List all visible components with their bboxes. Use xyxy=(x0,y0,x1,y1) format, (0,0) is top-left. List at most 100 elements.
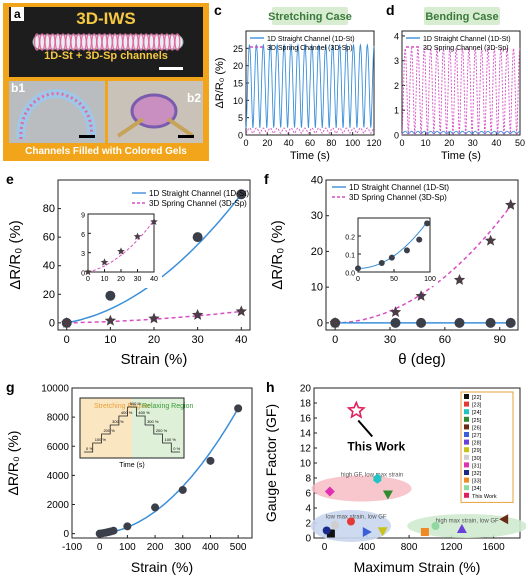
inset-step-label: 100 % xyxy=(165,437,177,442)
inset-frame xyxy=(79,397,185,459)
x-axis-label: Time (s) xyxy=(290,150,330,162)
chart-title: Stretching Case xyxy=(268,11,352,23)
y-tick-label: 6000 xyxy=(47,442,70,453)
device-drawing xyxy=(32,33,184,70)
legend-entry: 1D Straight Channel (1D-St) xyxy=(349,183,449,192)
y-tick-label: 3 xyxy=(81,251,85,258)
y-tick-label: 10000 xyxy=(41,384,69,395)
inset-point xyxy=(424,220,431,227)
chart-stretching: 0 20 40 60 80 100 120 0 5 10 15 20 25 Time (s) ΔR/R₀ (… xyxy=(214,3,382,162)
panel-label: f xyxy=(264,171,269,187)
data-point xyxy=(505,317,516,328)
inset-bg xyxy=(336,214,438,286)
x-tick-label: 60 xyxy=(439,334,451,346)
y-tick-label: 18 xyxy=(300,399,312,410)
data-point xyxy=(499,514,509,525)
x-axis-label: Maximum Strain (%) xyxy=(354,559,481,575)
x-tick-label: 0 xyxy=(243,138,248,148)
y-axis-label: ΔR/R₀ (%) xyxy=(269,220,286,290)
legend-swatch xyxy=(464,485,469,491)
y-tick-label: 6 xyxy=(81,232,85,239)
data-point xyxy=(390,317,401,328)
panel-label: h xyxy=(266,379,275,395)
chart-gauge-factor: h 0 400 800 1200 1600 0 2 4 6 8 10 12 14 16 18 20 Maximum… xyxy=(263,379,526,575)
y-tick-label: 5 xyxy=(238,113,243,123)
data-point xyxy=(382,490,393,500)
legend-swatch xyxy=(464,432,469,437)
inset-point xyxy=(378,260,385,266)
region-high-gf xyxy=(311,475,412,502)
data-point xyxy=(235,305,247,317)
x-tick-label: 100 xyxy=(119,542,136,553)
x-tick-label: 50 xyxy=(390,276,398,283)
y-tick-label: 25 xyxy=(233,44,243,54)
data-point xyxy=(148,312,160,324)
data-point xyxy=(453,274,466,285)
inset-step-line xyxy=(84,406,180,453)
y-tick-label: 2 xyxy=(394,81,399,91)
inset-curve xyxy=(87,220,155,273)
x-tick-label: 0 xyxy=(356,276,360,283)
scale-bar-b2 xyxy=(178,135,194,138)
legend-entry: [26] xyxy=(472,425,482,431)
spring-coil xyxy=(34,33,181,51)
legend-swatch xyxy=(464,470,469,475)
inset-step-label: 500 % xyxy=(130,401,142,406)
title-box xyxy=(272,7,348,25)
legend-entry: 3D Spring Channel (3D-Sp) xyxy=(267,45,353,52)
y-tick-label: 20 xyxy=(43,289,55,301)
data-point xyxy=(454,317,465,328)
x-tick-label: 30 xyxy=(384,334,396,346)
y-axis-label: ΔR/R₀ (%) xyxy=(5,431,21,496)
data-point xyxy=(61,316,73,328)
inset-x-label: Time (s) xyxy=(119,462,144,469)
data-point xyxy=(105,290,116,301)
legend-entry: [24] xyxy=(472,410,482,416)
inset-point xyxy=(100,258,109,266)
x-tick-label: 40 xyxy=(150,276,158,283)
inset-point xyxy=(133,232,142,240)
device-photo xyxy=(9,7,203,77)
x-tick-label: 0 xyxy=(97,542,103,553)
legend-swatch xyxy=(464,394,469,399)
inset-point xyxy=(84,268,92,276)
legend-swatch xyxy=(464,477,469,483)
inset-step-label: 100 % xyxy=(95,437,107,442)
data-point xyxy=(178,485,187,494)
inset-step-label: 400 % xyxy=(138,410,150,415)
legend-swatch xyxy=(464,454,469,460)
panel-label: e xyxy=(6,171,14,187)
x-tick-label: 90 xyxy=(494,334,506,346)
y-tick-label: 3 xyxy=(394,56,399,66)
bent-device-photo: b1 xyxy=(9,81,105,143)
x-tick-label: 40 xyxy=(491,138,501,148)
x-tick-label: 0 xyxy=(399,138,404,148)
legend-entry: 3D Spring Channel (3D-Sp) xyxy=(423,45,509,52)
plot-frame xyxy=(71,387,253,539)
photo-panel: 3D-IWS 1D-St + 3D-Sp channels a b1 b2 Ch… xyxy=(3,3,209,161)
legend-entry: 1D Straight Channel (1D-St) xyxy=(423,36,511,43)
legend-entry: [34] xyxy=(472,486,482,492)
x-tick-label: 800 xyxy=(401,542,418,553)
y-tick-label: 0.1 xyxy=(345,253,355,260)
legend-entry: 3D Spring Channel (3D-Sp) xyxy=(349,193,447,202)
y-tick-label: 0 xyxy=(305,534,311,545)
x-tick-label: 10 xyxy=(421,138,431,148)
y-tick-label: 0 xyxy=(317,317,323,329)
data-point xyxy=(415,290,427,301)
y-tick-label: 10 xyxy=(311,282,323,294)
legend-entry: This Work xyxy=(472,494,497,500)
legend-swatch xyxy=(464,492,469,498)
legend-entry: [33] xyxy=(472,479,482,485)
y-tick-label: 12 xyxy=(300,444,312,455)
y-tick-label: 40 xyxy=(311,175,323,187)
y-tick-label: 9 xyxy=(81,213,85,220)
inset-left-label: Stretching Region xyxy=(94,403,150,410)
twisted-device-photo: b2 xyxy=(108,81,203,143)
x-tick-label: 0 xyxy=(64,334,70,346)
chart-bending: 0 10 20 30 40 50 0 1 2 3 4 Time (s) Bending Case 1D S… xyxy=(386,3,525,162)
x-tick-label: 100 xyxy=(424,276,436,283)
inset-step-label: 300 % xyxy=(147,419,159,424)
x-tick-label: 80 xyxy=(326,138,336,148)
y-tick-label: 20 xyxy=(300,384,312,395)
